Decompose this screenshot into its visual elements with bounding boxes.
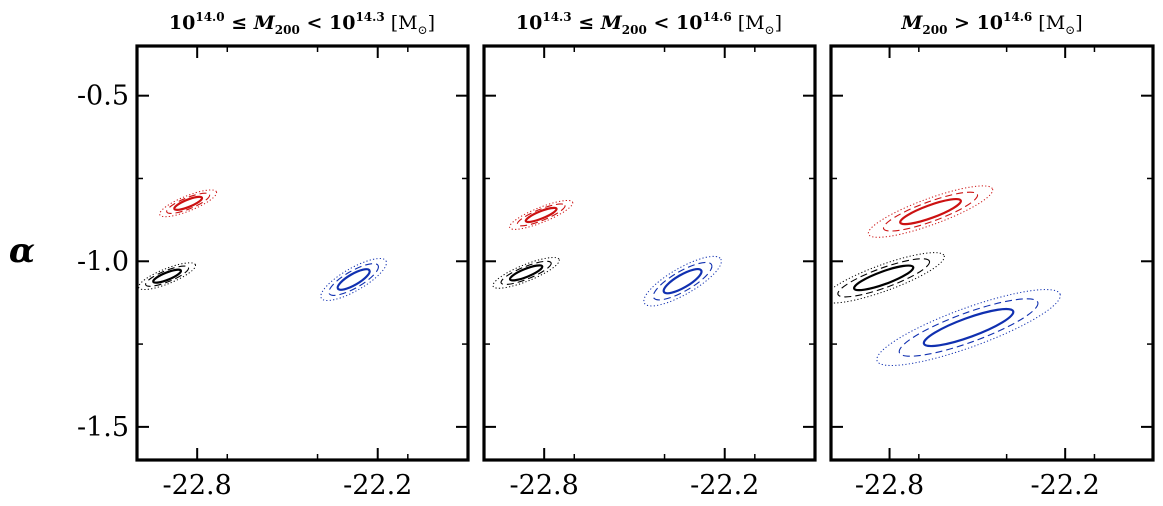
contour-dotted <box>831 252 945 304</box>
contour-dotted <box>509 199 574 230</box>
panel-title: M200 > 1014.6 [M⊙] <box>900 10 1082 37</box>
contour-solid <box>336 268 371 291</box>
x-tick-label: -22.2 <box>690 470 759 501</box>
contour-dashed <box>328 263 380 296</box>
tick-marks: -22.8 -22.2 <box>830 46 1153 501</box>
contour-dotted <box>138 262 197 291</box>
y-tick-label: -1.5 <box>77 412 129 443</box>
contour-dotted <box>643 255 722 307</box>
contour-solid <box>899 197 962 226</box>
contour-solid <box>922 307 1015 348</box>
panel-title: 1014.3 ≤ M200 < 1014.6 [M⊙] <box>516 10 782 37</box>
tick-marks: -22.8 -22.2 -0.5 -1.0 -1.5 <box>77 46 468 501</box>
contour-dashed <box>882 191 979 232</box>
x-tick-label: -22.2 <box>343 470 412 501</box>
contour-solid <box>508 264 544 282</box>
contour-dotted <box>492 257 560 289</box>
tick-marks: -22.8 -22.2 <box>483 46 815 501</box>
contour-solid <box>173 195 204 211</box>
contour-dashed <box>898 298 1039 357</box>
panel-frame <box>482 44 817 462</box>
contour-dashed <box>500 260 552 286</box>
contour-dashed <box>837 258 931 298</box>
contour-dashed <box>652 261 713 301</box>
x-tick-label: -22.2 <box>1031 470 1100 501</box>
contour-dotted <box>159 189 218 218</box>
contour-dashed <box>166 192 211 214</box>
contour-dotted <box>867 185 994 238</box>
contour-marks <box>831 185 1061 366</box>
contour-dotted <box>320 257 387 302</box>
contour-solid <box>524 206 558 224</box>
panel-title: 1014.0 ≤ M200 < 1014.3 [M⊙] <box>169 10 435 37</box>
panel-low-mass: 1014.0 ≤ M200 < 1014.3 [M⊙] -22.8 -22.2 -0… <box>77 10 470 501</box>
contour-marks <box>492 199 722 307</box>
x-tick-label: -22.8 <box>510 470 579 501</box>
x-tick-label: -22.8 <box>163 470 232 501</box>
panel-mid-mass: 1014.3 ≤ M200 < 1014.6 [M⊙] -22.8 -22.2 <box>482 10 817 501</box>
y-axis-label: α <box>9 231 35 271</box>
panel-frame <box>829 44 1155 462</box>
contour-dashed <box>516 203 566 227</box>
contour-solid <box>853 264 915 292</box>
contour-dotted <box>876 289 1061 366</box>
contour-solid <box>152 268 183 284</box>
contour-dashed <box>145 265 190 287</box>
panel-high-mass: M200 > 1014.6 [M⊙] -22.8 -22.2 <box>829 10 1155 501</box>
x-tick-label: -22.8 <box>855 470 924 501</box>
contour-marks <box>138 189 387 302</box>
contour-solid <box>662 267 703 295</box>
panel-frame <box>135 44 470 462</box>
y-tick-label: -0.5 <box>77 81 129 112</box>
y-tick-label: -1.0 <box>77 246 129 277</box>
